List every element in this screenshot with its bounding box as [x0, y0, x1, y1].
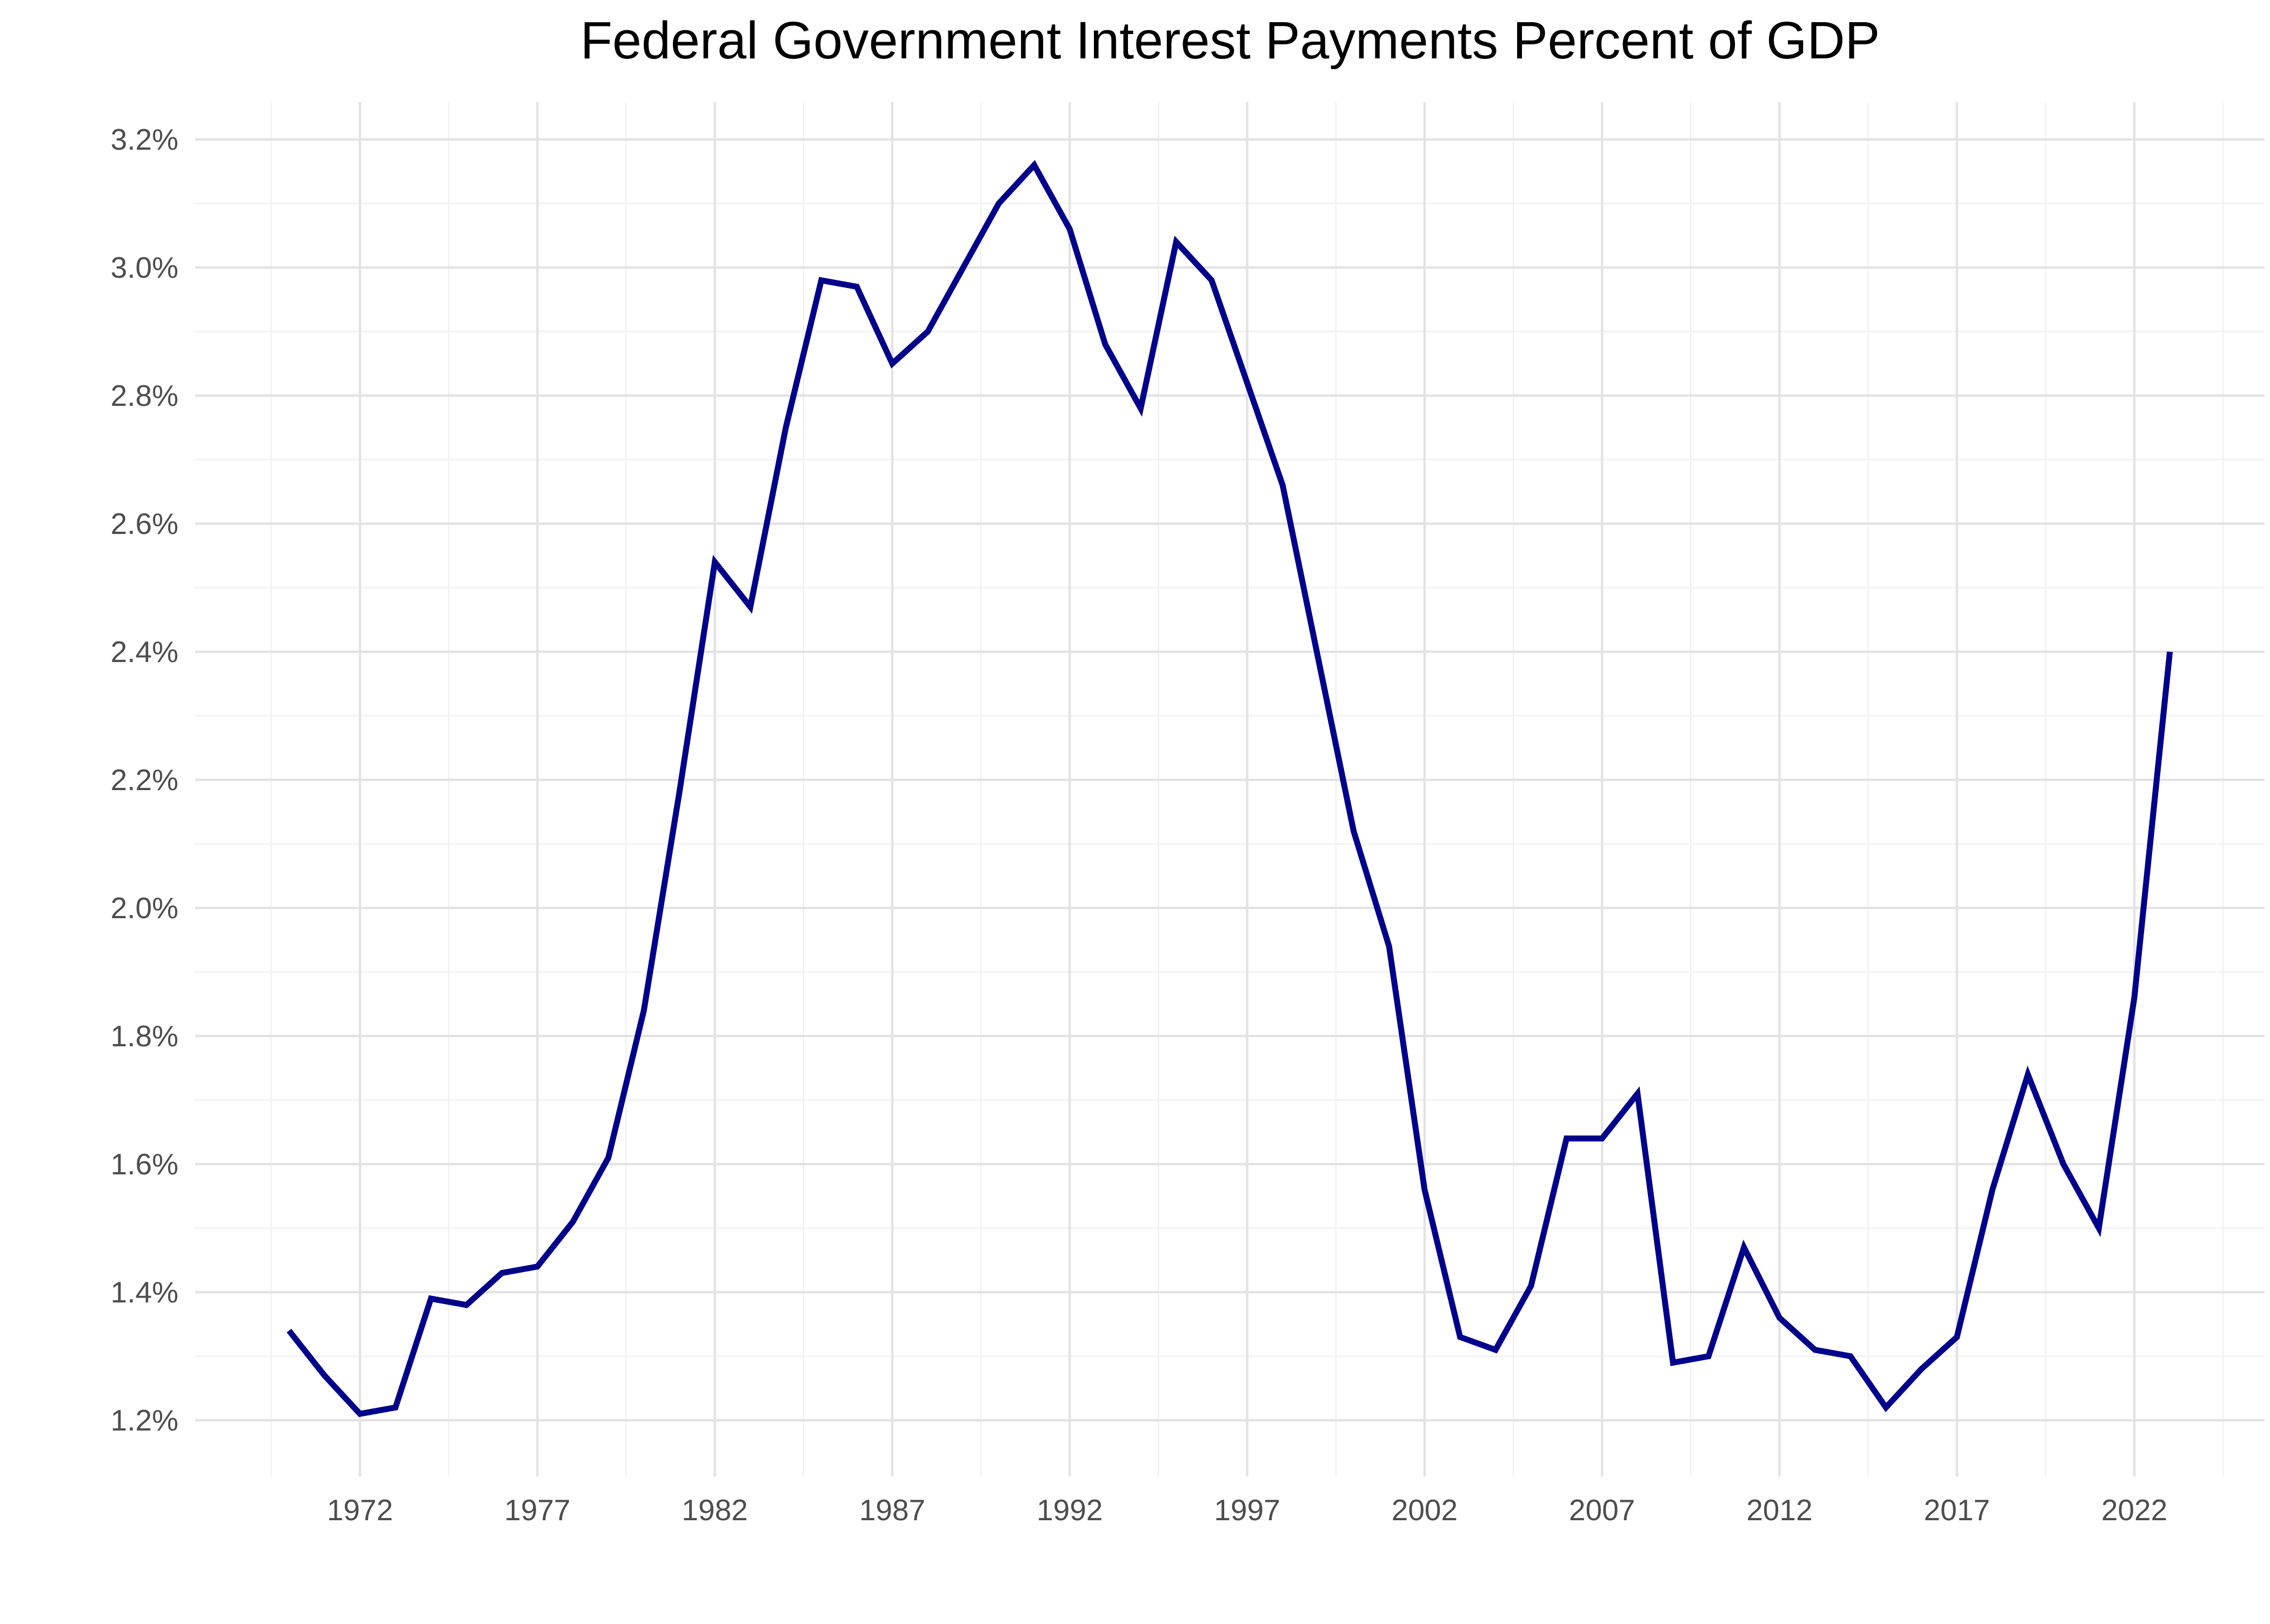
y-tick-label: 1.6% [111, 1147, 178, 1181]
y-tick-label: 1.4% [111, 1275, 178, 1309]
y-tick-label: 2.8% [111, 379, 178, 412]
x-tick-label: 1992 [1037, 1493, 1103, 1527]
y-tick-label: 3.0% [111, 251, 178, 284]
y-tick-label: 1.8% [111, 1019, 178, 1053]
y-tick-label: 2.0% [111, 891, 178, 925]
x-tick-label: 2017 [1924, 1493, 1990, 1527]
y-tick-label: 3.2% [111, 123, 178, 156]
chart-line-series [286, 160, 2173, 1418]
x-tick-label: 2022 [2101, 1493, 2167, 1527]
y-tick-label: 2.4% [111, 635, 178, 669]
chart-title: Federal Government Interest Payments Per… [580, 11, 1880, 70]
x-tick-label: 2002 [1392, 1493, 1458, 1527]
x-tick-label: 2012 [1746, 1493, 1812, 1527]
x-tick-label: 1977 [504, 1493, 570, 1527]
x-tick-label: 1982 [682, 1493, 747, 1527]
y-tick-label: 2.2% [111, 763, 178, 797]
y-tick-label: 1.2% [111, 1404, 178, 1437]
x-tick-label: 1997 [1214, 1493, 1280, 1527]
y-axis-tick-labels: 1.2% 1.4% 1.6% 1.8% 2.0% 2.2% 2.4% 2.6% 2.8% 3.0%… [111, 123, 178, 1437]
x-tick-label: 1972 [327, 1493, 393, 1527]
x-tick-label: 2007 [1569, 1493, 1635, 1527]
x-axis-tick-labels: 1972 1977 1982 1987 1992 1997 2002 2007 2012 2017… [327, 1493, 2167, 1527]
major-gridlines [195, 102, 2265, 1476]
x-tick-label: 1987 [859, 1493, 925, 1527]
y-tick-label: 2.6% [111, 507, 178, 540]
